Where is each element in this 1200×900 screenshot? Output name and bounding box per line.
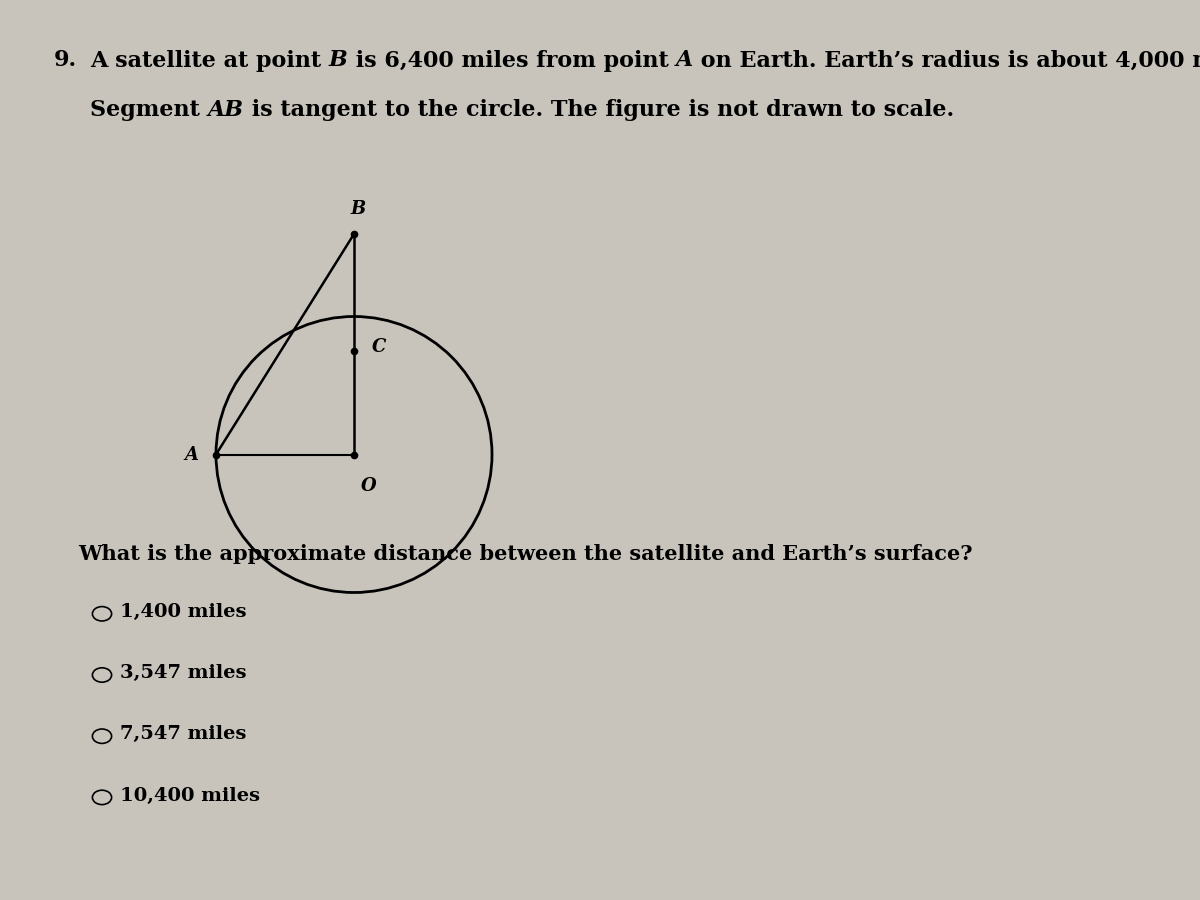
Text: Segment: Segment [90, 99, 208, 121]
Text: A: A [184, 446, 198, 464]
Text: What is the approximate distance between the satellite and Earth’s surface?: What is the approximate distance between… [78, 544, 973, 564]
Text: O: O [360, 477, 377, 495]
Text: C: C [372, 338, 386, 356]
Text: B: B [350, 200, 365, 218]
Text: A: A [676, 50, 694, 71]
Text: is tangent to the circle. The figure is not drawn to scale.: is tangent to the circle. The figure is … [244, 99, 954, 121]
Text: on Earth. Earth’s radius is about 4,000 miles.: on Earth. Earth’s radius is about 4,000 … [694, 50, 1200, 71]
Text: B: B [329, 50, 348, 71]
Text: 10,400 miles: 10,400 miles [120, 787, 260, 805]
Text: 7,547 miles: 7,547 miles [120, 725, 246, 743]
Text: A satellite at point: A satellite at point [90, 50, 329, 71]
Text: 9.: 9. [54, 50, 77, 71]
Text: 3,547 miles: 3,547 miles [120, 664, 246, 682]
Text: AB: AB [208, 99, 244, 121]
Text: is 6,400 miles from point: is 6,400 miles from point [348, 50, 676, 71]
Text: 1,400 miles: 1,400 miles [120, 603, 246, 621]
